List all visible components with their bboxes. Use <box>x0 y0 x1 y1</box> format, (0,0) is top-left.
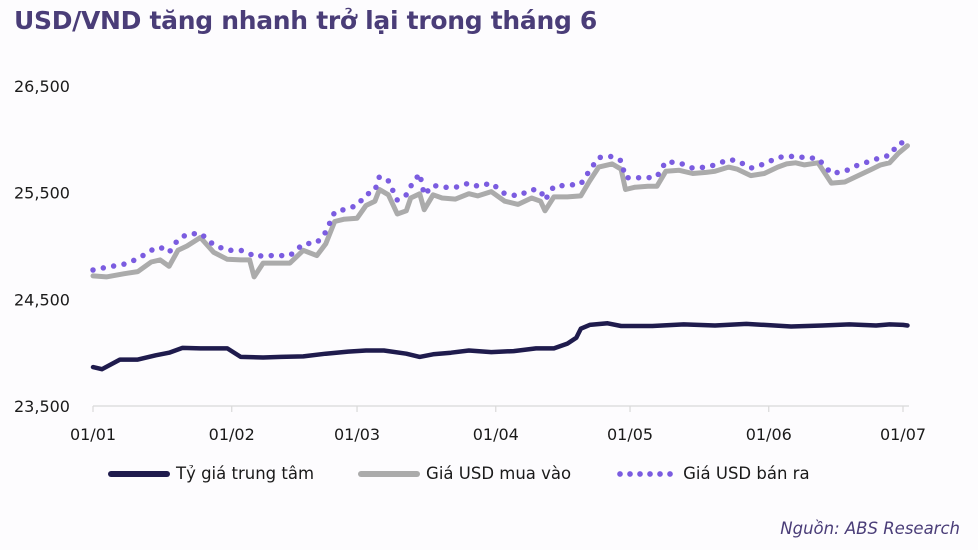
x-tick-label: 01/03 <box>334 425 380 444</box>
legend-label: Tỷ giá trung tâm <box>176 464 315 483</box>
x-tick-label: 01/07 <box>880 425 926 444</box>
legend-label: Giá USD mua vào <box>426 464 572 483</box>
legend: Tỷ giá trung tâm Giá USD mua vào Giá USD… <box>108 464 854 483</box>
y-tick-label: 24,500 <box>14 290 70 309</box>
legend-item-sell: Giá USD bán ra <box>615 464 810 483</box>
series-line-solid-dark <box>90 321 910 372</box>
y-axis: 23,500 24,500 25,500 26,500 <box>14 77 70 416</box>
x-tick-label: 01/01 <box>70 425 116 444</box>
legend-swatch-solid-gray-icon <box>358 470 421 477</box>
x-tick-label: 01/04 <box>473 425 519 444</box>
x-tick-label: 01/05 <box>607 425 653 444</box>
series-line-solid-gray <box>90 143 910 280</box>
source-note: Nguồn: ABS Research <box>780 519 960 538</box>
legend-item-buy: Giá USD mua vào <box>358 464 571 483</box>
legend-swatch-solid-dark-icon <box>108 470 170 477</box>
y-tick-label: 25,500 <box>14 184 70 203</box>
chart-title: USD/VND tăng nhanh trở lại trong tháng 6 <box>14 6 598 35</box>
x-tick-label: 01/02 <box>209 425 255 444</box>
x-tick-label: 01/06 <box>746 425 792 444</box>
legend-label: Giá USD bán ra <box>683 464 810 483</box>
legend-item-central: Tỷ giá trung tâm <box>108 464 314 483</box>
y-tick-label: 23,500 <box>14 397 70 416</box>
legend-swatch-dotted-purple-icon <box>615 470 678 477</box>
plot-area <box>90 138 911 372</box>
x-axis: 01/01 01/02 01/03 01/04 01/05 01/06 01/07 <box>70 405 926 444</box>
y-tick-label: 26,500 <box>14 77 70 96</box>
